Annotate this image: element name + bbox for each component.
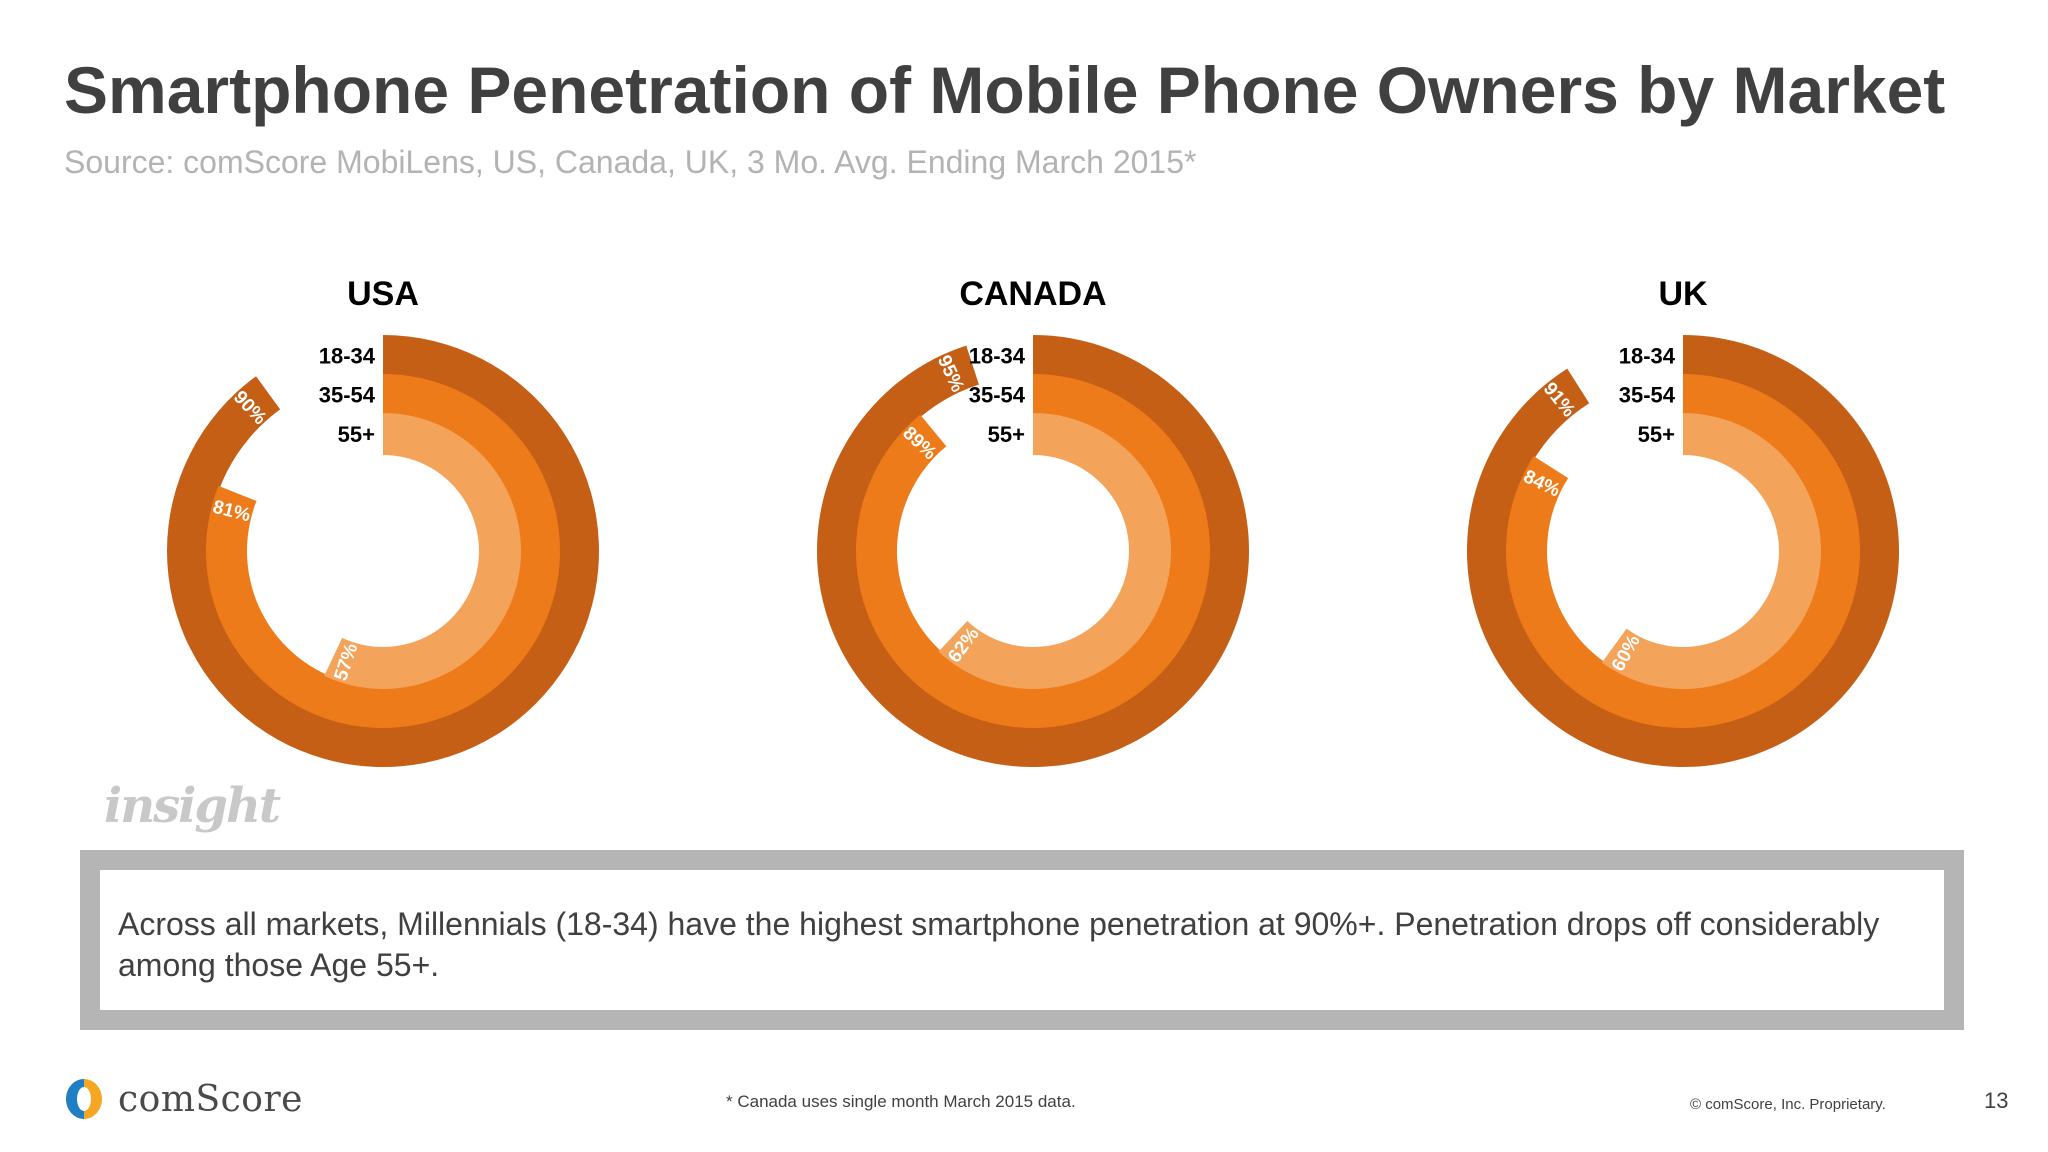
series-label: 55+ <box>988 422 1025 447</box>
series-label: 35-54 <box>319 383 376 408</box>
comscore-logo: comScore <box>64 1076 303 1122</box>
page-number: 13 <box>1984 1088 2009 1113</box>
series-label: 18-34 <box>319 344 376 369</box>
ring-55-plus <box>1601 413 1821 690</box>
series-label: 18-34 <box>969 344 1026 369</box>
comscore-logo-icon <box>66 1079 102 1119</box>
brand-name: comScore <box>118 1078 303 1120</box>
insight-label: insight <box>104 778 281 834</box>
copyright: © comScore, Inc. Proprietary. <box>1690 1096 1886 1113</box>
ring-55-plus <box>324 413 521 689</box>
footnote: * Canada uses single month March 2015 da… <box>726 1092 1076 1111</box>
slide-title: Smartphone Penetration of Mobile Phone O… <box>64 53 1946 127</box>
chart-title: CANADA <box>959 275 1106 313</box>
insight-box: Across all markets, Millennials (18-34) … <box>80 850 1964 1030</box>
series-label: 55+ <box>338 422 375 447</box>
slide-subtitle: Source: comScore MobiLens, US, Canada, U… <box>64 144 1197 180</box>
insight-text: Across all markets, Millennials (18-34) … <box>100 870 1944 1010</box>
ring-55-plus <box>938 413 1171 689</box>
chart-title: USA <box>347 275 419 313</box>
series-label: 35-54 <box>969 383 1026 408</box>
chart-title: UK <box>1658 275 1708 313</box>
series-label: 55+ <box>1638 422 1675 447</box>
series-label: 18-34 <box>1619 344 1676 369</box>
series-label: 35-54 <box>1619 383 1676 408</box>
